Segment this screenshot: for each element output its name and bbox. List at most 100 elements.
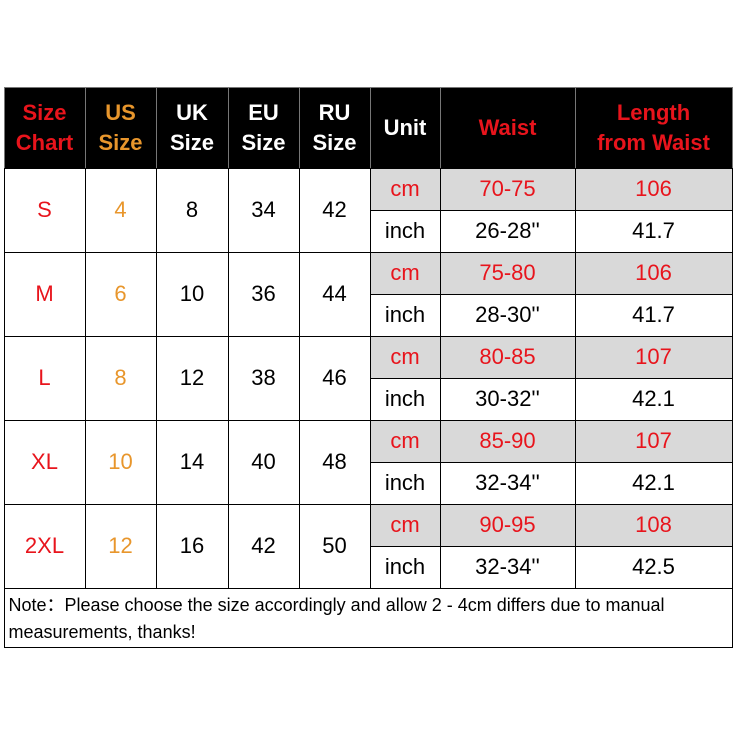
inch-cell: 41.7	[574, 293, 733, 337]
cell-text: 38	[251, 365, 276, 390]
inch-cell: 32-34''	[439, 545, 576, 589]
cell-text: cm	[390, 176, 420, 201]
size-cell: 44	[298, 251, 371, 337]
cell-text: 48	[322, 449, 347, 474]
note-cell: Note：Please choose the size accordingly …	[3, 587, 733, 648]
cell-text: 80-85	[479, 344, 536, 369]
size-cell: 34	[227, 167, 300, 253]
cm-cell: cm	[369, 251, 441, 295]
cell-text: 42.1	[632, 470, 675, 495]
size-cell: 4	[84, 167, 157, 253]
cell-text: 34	[251, 197, 276, 222]
inch-cell: 28-30''	[439, 293, 576, 337]
cm-cell: 106	[574, 251, 733, 295]
cell-text: 42.1	[632, 386, 675, 411]
cell-text: 75-80	[479, 260, 536, 285]
header-text: Size	[312, 129, 357, 155]
header-cell: EU Size	[227, 86, 300, 169]
cell-text: 40	[251, 449, 276, 474]
inch-cell: inch	[369, 377, 441, 421]
inch-cell: 30-32''	[439, 377, 576, 421]
cell-text: XL	[31, 449, 58, 474]
size-cell: 38	[227, 335, 300, 421]
header-text: RU	[318, 99, 351, 125]
cell-text: 2XL	[24, 533, 65, 558]
cell-text: 41.7	[632, 302, 675, 327]
cell-text: 85-90	[479, 428, 536, 453]
cell-text: 8	[185, 197, 199, 222]
cell-text: 14	[179, 449, 205, 474]
cell-text: inch	[384, 386, 426, 411]
cell-text: 70-75	[479, 176, 536, 201]
cell-text: 32-34''	[475, 470, 540, 495]
cell-text: 16	[179, 533, 205, 558]
size-cell: 40	[227, 419, 300, 505]
cell-text: 107	[635, 428, 672, 453]
cell-text: 41.7	[632, 218, 675, 243]
cell-text: cm	[390, 344, 420, 369]
inch-cell: 42.1	[574, 461, 733, 505]
inch-cell: 42.1	[574, 377, 733, 421]
cell-text: 46	[322, 365, 347, 390]
header-cell: US Size	[84, 86, 157, 169]
cell-text: M	[35, 281, 54, 306]
header-text: UK	[176, 99, 208, 125]
cell-text: 50	[322, 533, 347, 558]
inch-cell: inch	[369, 209, 441, 253]
size-cell: 14	[155, 419, 229, 505]
cell-text: 42	[251, 533, 276, 558]
header-cell: UK Size	[155, 86, 229, 169]
cell-text: 36	[251, 281, 276, 306]
header-cell: Size Chart	[3, 86, 86, 169]
cell-text: 4	[114, 197, 127, 222]
size-cell: 12	[84, 503, 157, 589]
size-cell: 46	[298, 335, 371, 421]
cm-cell: cm	[369, 167, 441, 211]
cell-text: 42.5	[632, 554, 675, 579]
cell-text: inch	[384, 470, 426, 495]
size-cell: 10	[84, 419, 157, 505]
header-text: Waist	[478, 114, 537, 140]
inch-cell: 32-34''	[439, 461, 576, 505]
header-text: Size	[98, 129, 143, 155]
cell-text: inch	[384, 218, 426, 243]
cell-text: 108	[635, 512, 672, 537]
cm-cell: cm	[369, 419, 441, 463]
size-cell: 6	[84, 251, 157, 337]
size-cell: XL	[3, 419, 86, 505]
cell-text: 90-95	[479, 512, 536, 537]
cell-text: 10	[108, 449, 133, 474]
cell-text: 10	[179, 281, 205, 306]
size-cell: 8	[84, 335, 157, 421]
size-cell: 48	[298, 419, 371, 505]
cell-text: inch	[384, 554, 426, 579]
header-cell: Unit	[369, 86, 441, 169]
size-cell: S	[3, 167, 86, 253]
header-cell: RU Size	[298, 86, 371, 169]
cell-text: 107	[635, 344, 672, 369]
size-cell: 42	[298, 167, 371, 253]
cm-cell: 80-85	[439, 335, 576, 379]
size-cell: 36	[227, 251, 300, 337]
cm-cell: cm	[369, 335, 441, 379]
header-text: US	[105, 99, 136, 125]
header-text: Size	[22, 99, 67, 125]
cm-cell: 107	[574, 335, 733, 379]
size-cell: 42	[227, 503, 300, 589]
size-cell: 50	[298, 503, 371, 589]
cell-text: 12	[179, 365, 205, 390]
header-text: Chart	[15, 129, 74, 155]
cell-text: 32-34''	[475, 554, 540, 579]
cm-cell: 90-95	[439, 503, 576, 547]
cell-text: 28-30''	[475, 302, 540, 327]
cell-text: 106	[635, 260, 672, 285]
size-cell: 16	[155, 503, 229, 589]
cell-text: 42	[322, 197, 347, 222]
header-text: Unit	[383, 114, 427, 140]
header-cell: Length from Waist	[574, 86, 733, 169]
header-text: Size	[241, 129, 286, 155]
header-text: Length	[616, 99, 691, 125]
size-cell: 12	[155, 335, 229, 421]
inch-cell: 26-28''	[439, 209, 576, 253]
